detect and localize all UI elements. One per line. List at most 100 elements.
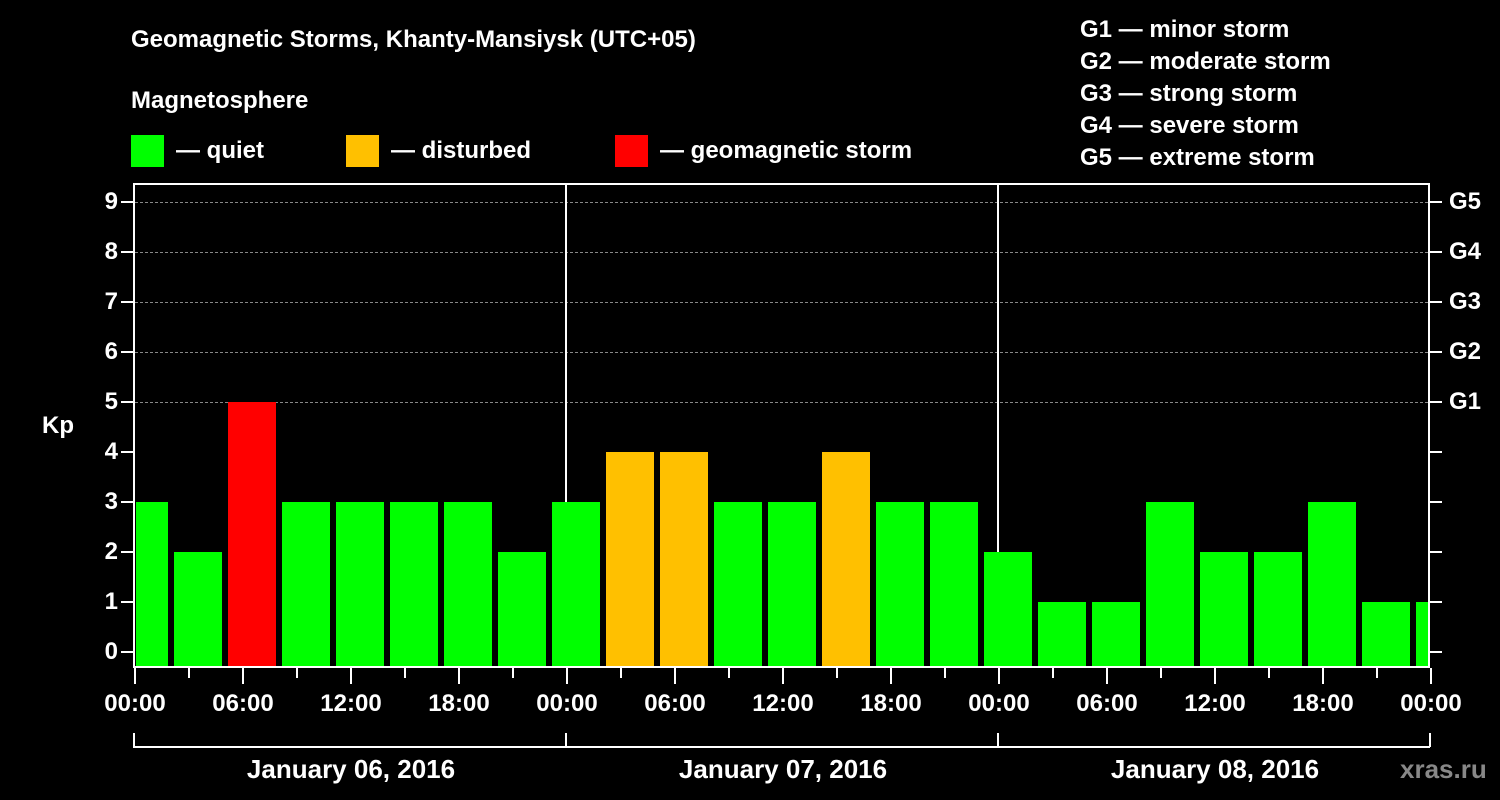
g-level-label: G2 [1449,338,1482,365]
kp-bar [1092,602,1140,666]
x-tick-label: 12:00 [752,690,814,717]
kp-bar [444,502,492,666]
g1-legend: G1 — minor storm [1080,16,1290,43]
y-tick [121,501,133,503]
y-tick-label: 1 [104,588,118,615]
gridline [135,352,1428,353]
y-tick-label: 2 [104,538,118,565]
disturbed-swatch [346,135,379,167]
x-tick [458,668,460,684]
y-tick-right [1430,251,1442,253]
x-tick-label: 18:00 [860,690,922,717]
y-tick-right [1430,601,1442,603]
kp-bar [390,502,438,666]
y-tick-label: 8 [104,238,118,265]
legend-quiet: — quiet [131,135,264,167]
g-level-label: G1 [1449,388,1482,415]
magnetosphere-subtitle: Magnetosphere [131,87,309,114]
plot-frame [133,183,1430,668]
x-tick-label: 18:00 [428,690,490,717]
kp-bar [822,452,870,666]
y-tick-label: 3 [104,488,118,515]
x-tick [836,668,838,678]
g-level-label: G3 [1449,288,1482,315]
kp-bar [606,452,654,666]
x-tick [566,668,568,684]
x-tick-label: 12:00 [1184,690,1246,717]
y-tick-right [1430,451,1442,453]
g-level-label: G4 [1449,238,1482,265]
x-tick-label: 12:00 [320,690,382,717]
x-tick [728,668,730,678]
x-tick [1214,668,1216,684]
x-tick [404,668,406,678]
legend-quiet-label: — quiet [176,137,264,164]
kp-bar [876,502,924,666]
y-tick-right [1430,351,1442,353]
legend-storm-label: — geomagnetic storm [660,137,913,164]
date-label: January 08, 2016 [1110,754,1320,784]
date-bracket-tick [565,733,567,747]
kp-bar [660,452,708,666]
y-tick-label: 6 [104,338,118,365]
date-label: January 07, 2016 [678,754,888,784]
y-tick-right [1430,651,1442,653]
legend-disturbed-label: — disturbed [391,137,532,164]
kp-bar [136,502,168,666]
y-axis-label: Kp [42,412,74,439]
legend-disturbed: — disturbed [346,135,531,167]
g3-legend: G3 — strong storm [1080,80,1298,107]
kp-bar [714,502,762,666]
x-tick-label: 00:00 [104,690,166,717]
y-tick [121,401,133,403]
x-tick [782,668,784,684]
gridline [135,202,1428,203]
x-tick [1430,668,1432,684]
kp-bar [984,552,1032,666]
x-tick-label: 06:00 [212,690,274,717]
kp-bar [1038,602,1086,666]
kp-bar [498,552,546,666]
x-tick [1106,668,1108,684]
x-tick [1052,668,1054,678]
day-separator [997,183,999,668]
y-tick-label: 9 [104,188,118,215]
kp-bar [228,402,276,666]
y-tick [121,251,133,253]
x-tick-label: 18:00 [1292,690,1354,717]
quiet-swatch [131,135,164,167]
gridline [135,402,1428,403]
g4-legend: G4 — severe storm [1080,112,1299,139]
kp-bar [282,502,330,666]
g5-legend: G5 — extreme storm [1080,144,1315,171]
g2-legend: G2 — moderate storm [1080,48,1331,75]
date-bracket [133,746,1430,748]
x-tick [620,668,622,678]
y-tick-label: 5 [104,388,118,415]
x-tick-label: 06:00 [644,690,706,717]
x-tick [296,668,298,678]
x-tick [1322,668,1324,684]
x-tick-label: 00:00 [968,690,1030,717]
kp-bar [768,502,816,666]
y-tick-label: 4 [104,438,118,465]
x-tick [998,668,1000,684]
y-tick-label: 7 [104,288,118,315]
g-scale-legend: G1 — minor storm G2 — moderate storm G3 … [1080,14,1331,174]
kp-bar [1200,552,1248,666]
kp-bar [174,552,222,666]
y-tick [121,301,133,303]
x-tick [188,668,190,678]
kp-bar [1254,552,1302,666]
x-tick [134,668,136,684]
kp-bar [1362,602,1410,666]
y-tick [121,451,133,453]
kp-bar [336,502,384,666]
gridline [135,252,1428,253]
y-tick [121,201,133,203]
x-tick-label: 00:00 [1400,690,1462,717]
y-tick-right [1430,501,1442,503]
date-bracket-tick [997,733,999,747]
g-level-label: G5 [1449,188,1482,215]
x-tick [944,668,946,678]
